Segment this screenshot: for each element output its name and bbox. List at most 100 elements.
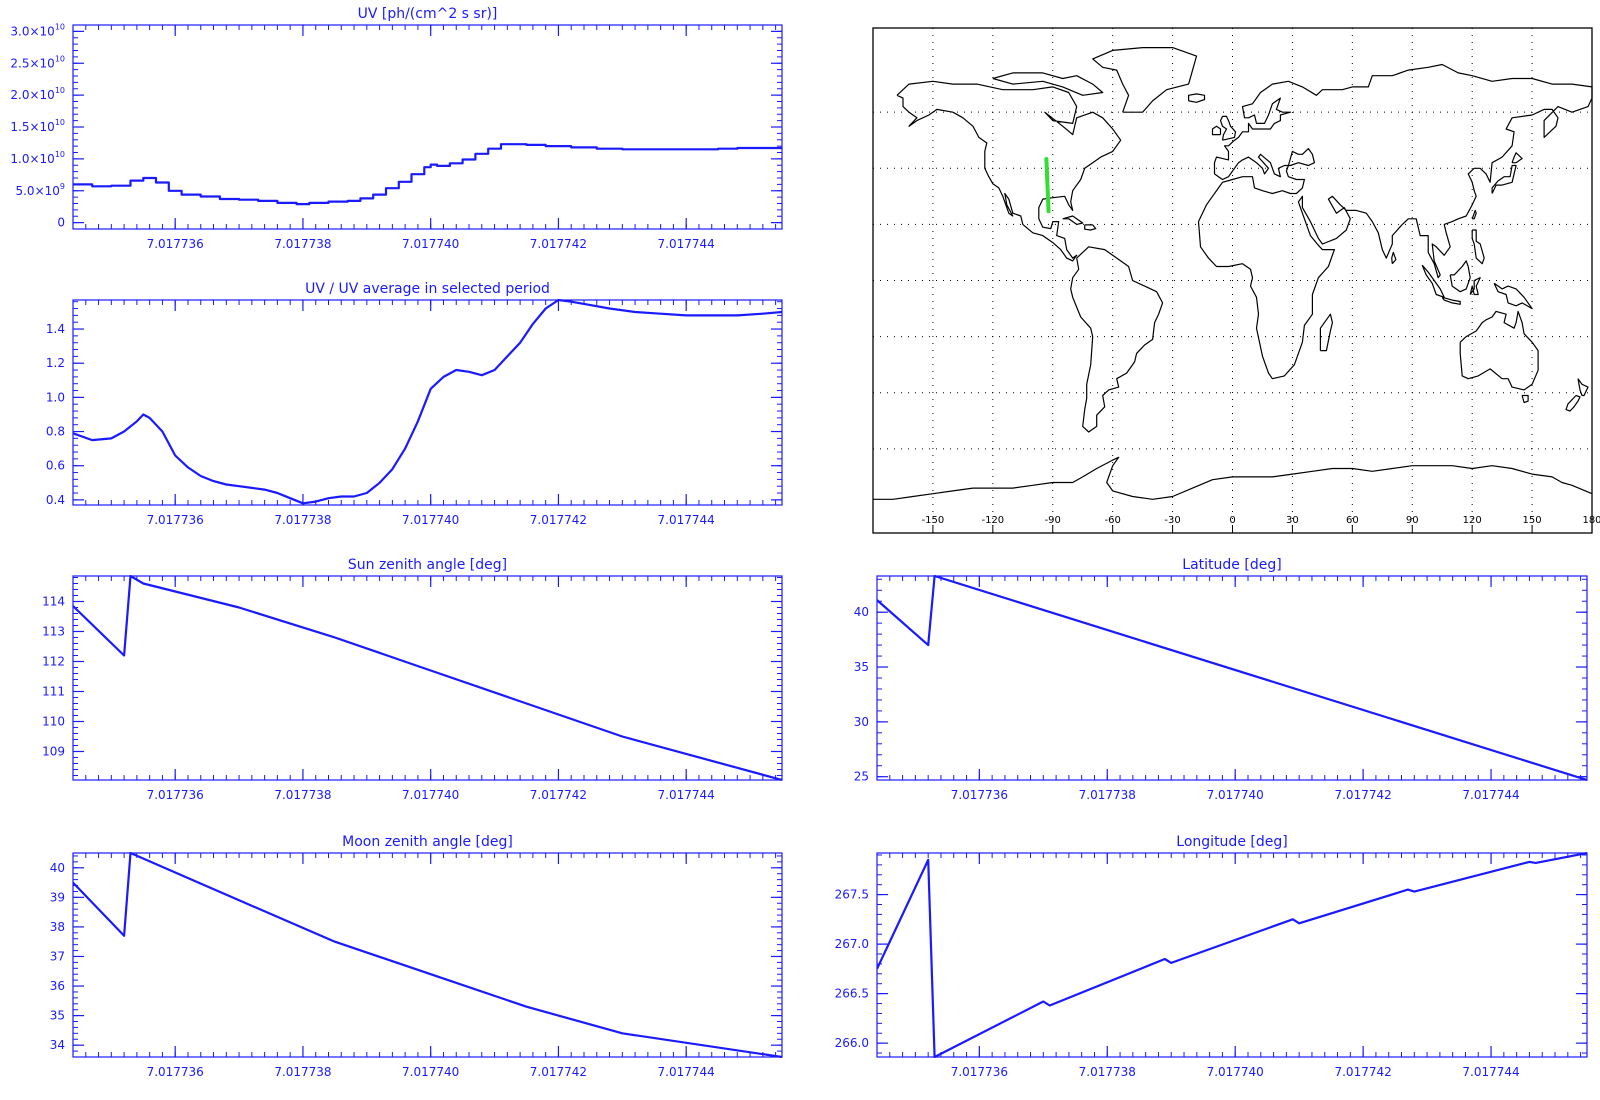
chart-moon_zenith: Moon zenith angle [deg] 7.017736 7.017738 7… — [50, 834, 783, 1079]
coastline-south-america — [1070, 246, 1164, 433]
y-tick-label: 1.0 — [46, 390, 65, 404]
chart-longitude: Longitude [deg] 7.017736 7.017738 7.017740 7… — [835, 834, 1588, 1079]
coastline-ireland — [1211, 125, 1222, 136]
plot-frame — [72, 852, 783, 1058]
y-tick-label: 1.4 — [46, 322, 65, 336]
chart-title: Sun zenith angle [deg] — [348, 557, 507, 573]
map-x-tick-label: -90 — [1045, 515, 1061, 526]
chart-title: Latitude [deg] — [1182, 557, 1281, 573]
chart-title: UV / UV average in selected period — [305, 281, 550, 297]
coastline-borneo — [1449, 260, 1471, 293]
y-tick-label: 266.0 — [835, 1036, 869, 1050]
coastline-great-britain — [1219, 115, 1237, 141]
y-tick-label: 0.8 — [46, 425, 65, 439]
x-tick-label: 7.017736 — [147, 237, 204, 251]
chart-title: Moon zenith angle [deg] — [342, 834, 513, 850]
map-x-tick-label: 90 — [1406, 515, 1419, 526]
y-tick-label: 36 — [50, 979, 65, 993]
coastline-java — [1441, 296, 1461, 305]
y-tick-label: 2.5×1010 — [10, 54, 65, 70]
y-tick-label: 3.0×1010 — [10, 22, 65, 38]
coastline-new-guinea — [1493, 282, 1533, 310]
coastline-antarctica — [873, 456, 1593, 500]
world-map: -150 -120 -90 -60 -30 0 30 60 90 120 150 180 — [872, 27, 1600, 534]
y-tick-mantissa: 0 — [57, 216, 65, 230]
y-tick-label: 1.2 — [46, 356, 65, 370]
coastline-sri-lanka — [1391, 251, 1397, 265]
coastline-sulawesi — [1469, 277, 1481, 296]
x-tick-label: 7.017742 — [530, 788, 587, 802]
x-tick-label: 7.017744 — [658, 1065, 715, 1079]
x-tick-label: 7.017736 — [147, 788, 204, 802]
y-tick-label: 39 — [50, 890, 65, 904]
x-tick-label: 7.017738 — [1079, 1065, 1136, 1079]
x-tick-label: 7.017742 — [530, 513, 587, 527]
x-tick-label: 7.017744 — [658, 513, 715, 527]
coastline-greenland — [1092, 47, 1198, 113]
x-tick-label: 7.017742 — [530, 237, 587, 251]
y-tick-label: 25 — [854, 770, 869, 784]
x-tick-label: 7.017744 — [1462, 1065, 1519, 1079]
y-tick-label: 267.5 — [835, 888, 869, 902]
x-tick-label: 7.017738 — [274, 237, 331, 251]
coastline-north-america — [896, 80, 1122, 262]
y-tick-mantissa: 3.0×10 — [10, 24, 54, 38]
series-line-moon_zenith — [73, 852, 782, 1058]
chart-title: UV [ph/(cm^2 s sr)] — [358, 6, 498, 22]
x-tick-label: 7.017738 — [274, 1065, 331, 1079]
x-tick-label: 7.017740 — [1207, 1065, 1264, 1079]
plot-frame — [72, 575, 783, 781]
y-tick-label: 0 — [57, 216, 65, 230]
y-tick-label: 1.0×1010 — [10, 150, 65, 166]
map-x-tick-label: 180 — [1582, 515, 1600, 526]
x-tick-label: 7.017740 — [402, 513, 459, 527]
y-tick-exponent: 10 — [55, 150, 65, 159]
map-x-tick-label: -120 — [981, 515, 1004, 526]
map-x-tick-label: 120 — [1463, 515, 1482, 526]
coastline-hokkaido — [1511, 152, 1523, 164]
y-tick-mantissa: 5.0×10 — [15, 184, 59, 198]
x-tick-label: 7.017740 — [402, 237, 459, 251]
plot-frame — [876, 575, 1588, 781]
plot-frame — [72, 24, 783, 230]
y-tick-label: 40 — [50, 861, 65, 875]
x-tick-label: 7.017736 — [951, 1065, 1008, 1079]
y-tick-label: 112 — [42, 655, 65, 669]
map-x-tick-label: 60 — [1346, 515, 1359, 526]
x-tick-label: 7.017742 — [530, 1065, 587, 1079]
y-tick-label: 267.0 — [835, 937, 869, 951]
y-tick-label: 30 — [854, 715, 869, 729]
x-tick-label: 7.017738 — [274, 788, 331, 802]
y-tick-label: 35 — [854, 660, 869, 674]
y-tick-label: 0.4 — [46, 493, 65, 507]
y-tick-exponent: 10 — [55, 118, 65, 127]
y-tick-label: 5.0×109 — [15, 182, 65, 198]
map-x-tick-label: 0 — [1229, 515, 1235, 526]
y-tick-exponent: 10 — [55, 54, 65, 63]
coastline-japan — [1491, 164, 1517, 194]
x-tick-label: 7.017736 — [951, 788, 1008, 802]
y-tick-label: 110 — [42, 715, 65, 729]
y-tick-label: 38 — [50, 920, 65, 934]
y-tick-label: 0.6 — [46, 459, 65, 473]
chart-uv: UV [ph/(cm^2 s sr)] 7.017736 7.017738 7.017… — [10, 6, 783, 251]
map-x-tick-label: 150 — [1523, 515, 1542, 526]
y-tick-label: 35 — [50, 1009, 65, 1023]
y-tick-label: 37 — [50, 949, 65, 963]
coastline-new-zealand-south — [1565, 394, 1581, 412]
y-tick-label: 113 — [42, 625, 65, 639]
y-tick-exponent: 10 — [55, 22, 65, 31]
map-x-tick-label: -60 — [1104, 515, 1120, 526]
series-line-uv_ratio — [73, 299, 782, 505]
coastline-africa-eurasia — [1197, 63, 1593, 380]
y-tick-label: 2.0×1010 — [10, 86, 65, 102]
coastline-tasmania — [1521, 394, 1529, 404]
x-tick-label: 7.017742 — [1334, 788, 1391, 802]
chart-sun_zenith: Sun zenith angle [deg] 7.017736 7.017738 7.… — [42, 557, 783, 802]
series-line-latitude — [877, 575, 1587, 781]
y-tick-mantissa: 1.5×10 — [10, 120, 54, 134]
y-tick-label: 109 — [42, 745, 65, 759]
x-tick-label: 7.017744 — [658, 237, 715, 251]
y-tick-exponent: 10 — [55, 86, 65, 95]
